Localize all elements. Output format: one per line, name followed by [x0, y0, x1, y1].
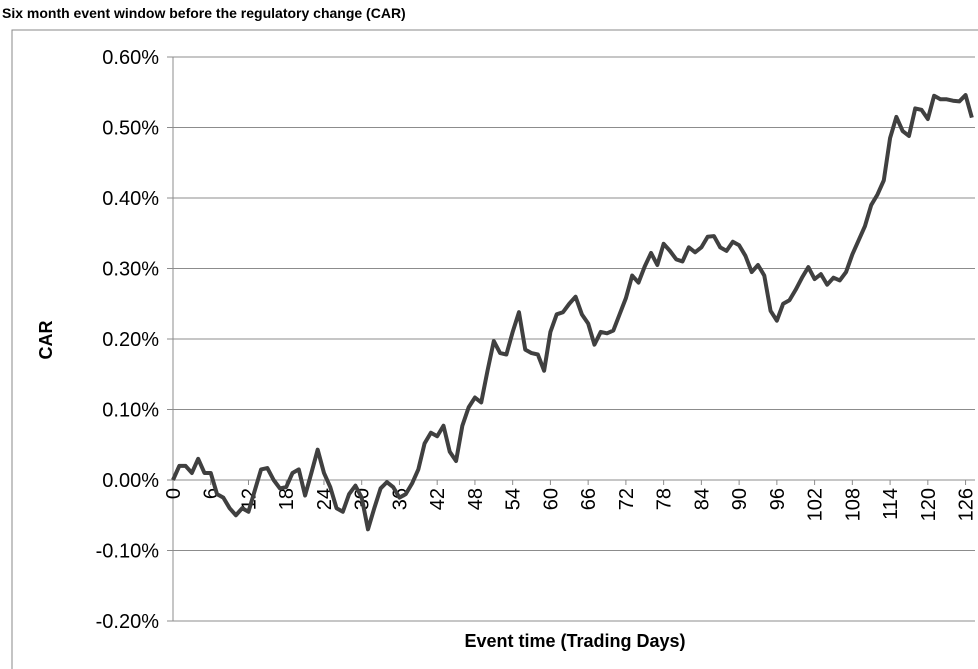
y-tick-label: 0.40% — [102, 188, 159, 210]
x-tick-label: 126 — [956, 488, 978, 521]
x-tick-label: 108 — [842, 488, 864, 521]
x-tick-label: 72 — [616, 488, 638, 510]
x-tick-label: 84 — [691, 488, 713, 510]
x-tick-label: 78 — [654, 488, 676, 510]
x-tick-label: 66 — [578, 488, 600, 510]
x-tick-label: 42 — [427, 488, 449, 510]
y-tick-label: -0.10% — [96, 541, 160, 563]
y-axis-title: CAR — [36, 321, 56, 360]
y-tick-label: -0.20% — [96, 611, 160, 633]
x-axis-title: Event time (Trading Days) — [464, 631, 685, 651]
x-tick-label: 96 — [767, 488, 789, 510]
x-tick-label: 114 — [880, 488, 902, 520]
x-tick-label: 6 — [201, 488, 223, 499]
chart-title: Six month event window before the regula… — [2, 5, 406, 21]
y-tick-label: 0.10% — [102, 400, 159, 422]
x-tick-label: 120 — [918, 488, 940, 521]
data-line — [171, 93, 974, 532]
x-tick-label: 18 — [276, 488, 298, 510]
x-tick-label: 48 — [465, 488, 487, 510]
x-tick-label: 90 — [729, 488, 751, 510]
x-tick-label: 0 — [163, 488, 185, 499]
y-tick-label: 0.60% — [102, 47, 159, 69]
y-tick-label: 0.30% — [102, 259, 159, 281]
y-tick-label: 0.50% — [102, 118, 159, 140]
x-tick-label: 102 — [805, 488, 827, 521]
y-tick-label: 0.00% — [102, 470, 159, 492]
x-tick-label: 60 — [540, 488, 562, 510]
chart-frame — [11, 29, 978, 669]
y-tick-label: 0.20% — [102, 329, 159, 351]
x-tick-label: 54 — [503, 488, 525, 510]
